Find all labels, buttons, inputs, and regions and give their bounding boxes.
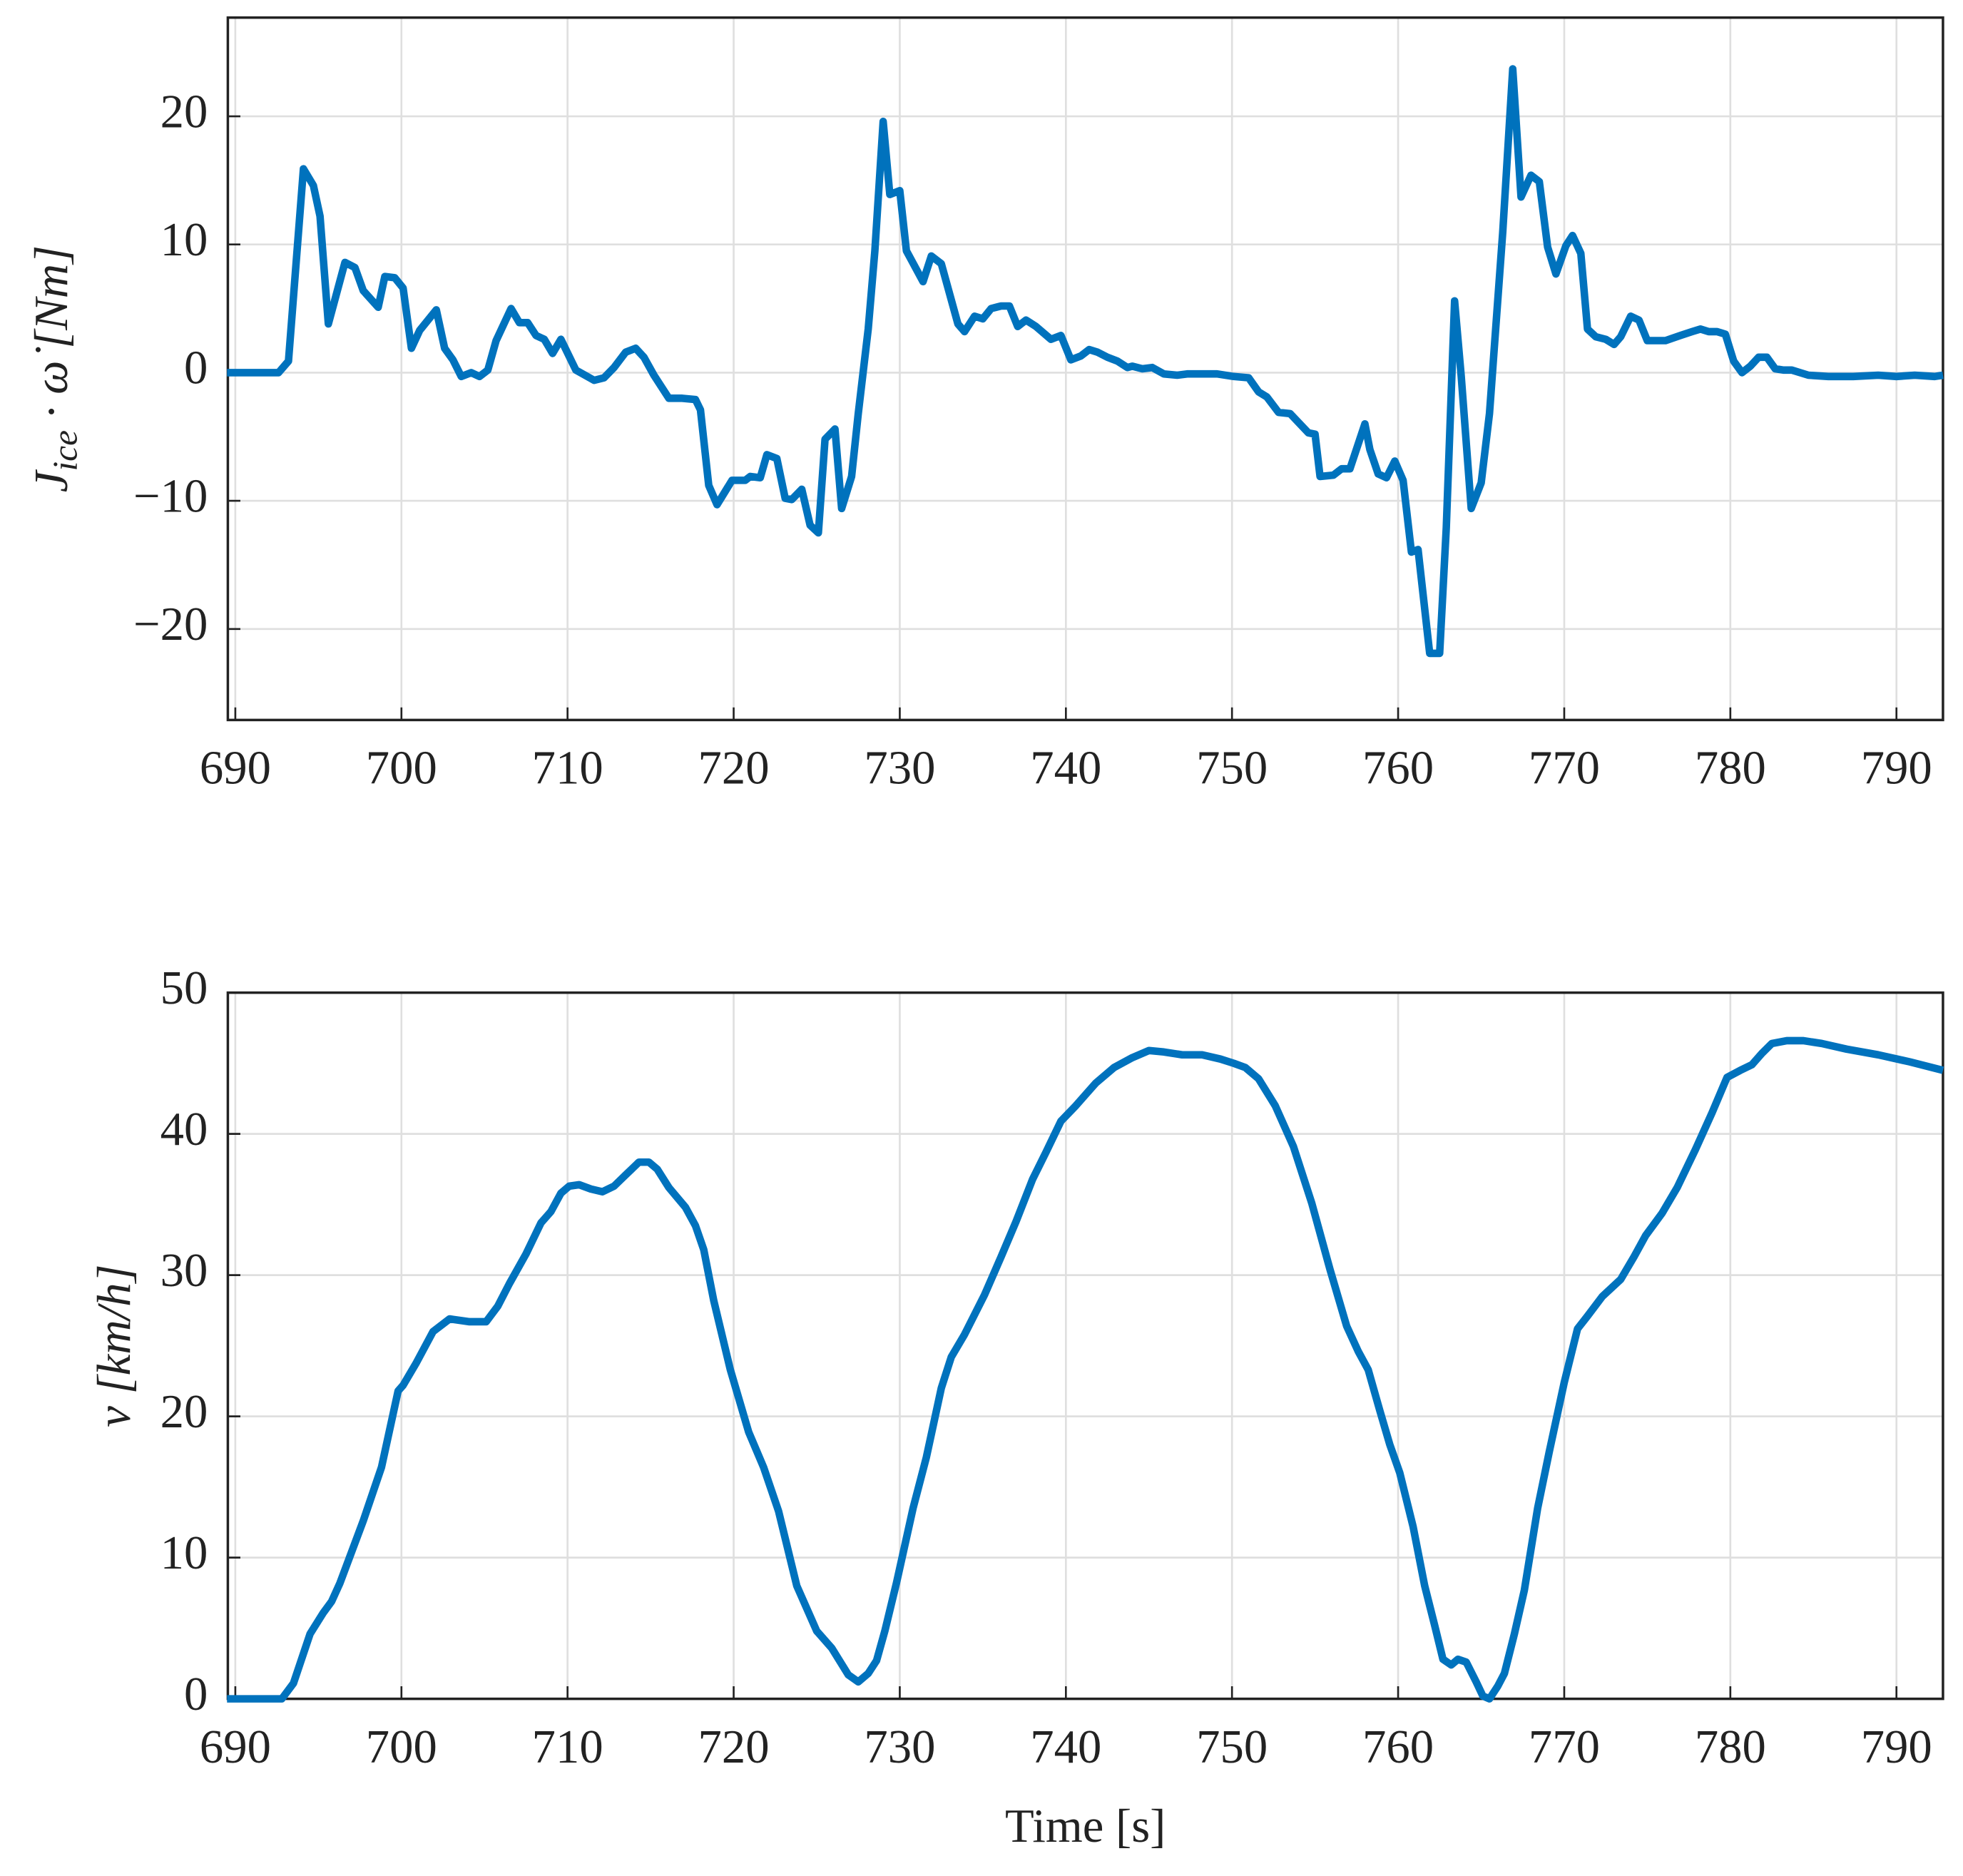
x-tick-label: 710: [532, 742, 603, 795]
y-tick-label: 0: [184, 342, 208, 394]
y-tick-label: 10: [160, 1526, 208, 1579]
x-tick-label: 760: [1362, 742, 1434, 795]
y-axis-label-part: · ω̇ [Nm]: [25, 245, 78, 430]
y-tick-label: 50: [160, 962, 208, 1014]
y-axis-label: Jice · ω̇ [Nm]: [25, 245, 84, 492]
x-tick-label: 700: [366, 742, 437, 795]
x-tick-label: 770: [1529, 742, 1600, 795]
x-tick-label: 740: [1030, 742, 1101, 795]
x-tick-label: 760: [1362, 1720, 1434, 1773]
x-tick-label: 690: [200, 1720, 271, 1773]
y-tick-label: 0: [184, 1668, 208, 1720]
y-axis-label: v [km/h]: [88, 1264, 141, 1427]
data-line: [227, 65, 1944, 658]
x-tick-label: 750: [1196, 1720, 1268, 1773]
axes: 690 700 710 720 730 740 750 760 770 780 790 0 10 20 30…: [160, 962, 1944, 1773]
x-tick-label: 790: [1861, 1720, 1932, 1773]
y-tick-label: −10: [133, 469, 208, 522]
y-tick-label: −20: [133, 598, 208, 651]
x-tick-label: 730: [864, 1720, 935, 1773]
y-tick-label: 30: [160, 1244, 208, 1297]
x-tick-label: 720: [698, 1720, 770, 1773]
y-axis-label-sub: ice: [46, 430, 85, 471]
x-tick-label: 730: [864, 742, 935, 795]
x-tick-label: 780: [1695, 1720, 1766, 1773]
x-tick-label: 690: [200, 742, 271, 795]
y-tick-label: 40: [160, 1103, 208, 1156]
x-tick-label: 710: [532, 1720, 603, 1773]
plot-frame: [226, 16, 1944, 722]
x-axis-label: Time [s]: [1005, 1800, 1166, 1852]
axes: 690 700 710 720 730 740 750 760 770 780 790 −20 −10 0…: [133, 16, 1944, 795]
x-tick-label: 770: [1529, 1720, 1600, 1773]
y-tick-label: 20: [160, 1385, 208, 1438]
y-axis-label-part: J: [25, 469, 78, 492]
x-tick-label: 700: [366, 1720, 437, 1773]
x-tick-label: 780: [1695, 742, 1766, 795]
data-line: [227, 1036, 1944, 1703]
x-tick-label: 720: [698, 742, 770, 795]
plot-frame: [226, 991, 1944, 1701]
x-tick-label: 750: [1196, 742, 1268, 795]
x-tick-label: 740: [1030, 1720, 1101, 1773]
y-tick-label: 20: [160, 85, 208, 138]
x-tick-label: 790: [1861, 742, 1932, 795]
y-tick-label: 10: [160, 213, 208, 266]
